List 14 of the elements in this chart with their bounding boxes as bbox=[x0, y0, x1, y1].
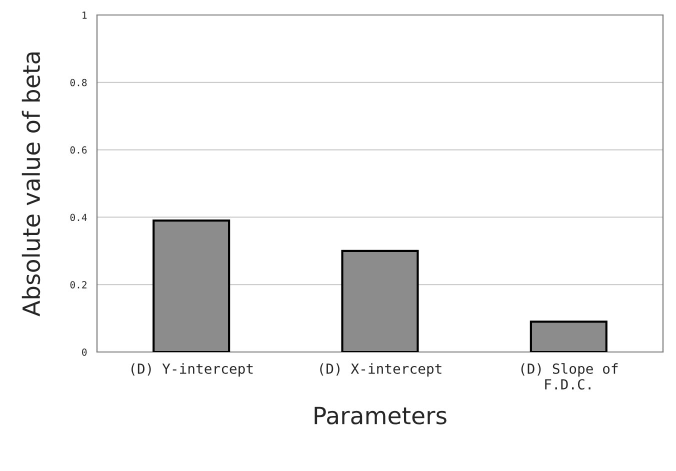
y-axis-title: Absolute value of beta bbox=[22, 52, 40, 316]
x-tick-label: (D) Slope of F.D.C. bbox=[521, 363, 618, 390]
bar bbox=[530, 320, 608, 352]
bar bbox=[341, 250, 419, 352]
y-tick-label: 0 bbox=[82, 348, 87, 356]
x-tick-label: (D) X-intercept bbox=[320, 363, 442, 377]
x-tick-label: (D) Y-intercept bbox=[132, 363, 253, 377]
y-tick-label: 1 bbox=[82, 12, 87, 19]
y-tick-label: 0.4 bbox=[70, 214, 87, 222]
y-tick-label: 0.8 bbox=[70, 78, 87, 86]
bar bbox=[152, 220, 230, 352]
y-tick-label: 0.6 bbox=[70, 146, 87, 154]
y-tick-label: 0.2 bbox=[70, 281, 86, 288]
x-axis-title: Parameters bbox=[314, 406, 446, 424]
